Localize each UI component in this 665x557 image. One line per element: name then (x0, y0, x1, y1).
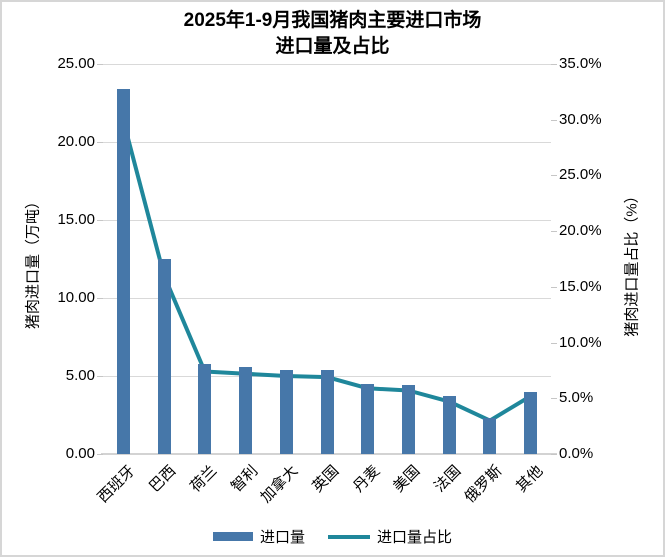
left-axis-tick-mark (97, 142, 103, 143)
right-axis-tick-mark (551, 64, 557, 65)
left-axis-tick-label: 15.00 (57, 211, 95, 228)
right-axis-tick-mark (551, 231, 557, 233)
bar-其他 (524, 391, 538, 454)
right-axis-tick-label: 30.0% (559, 110, 602, 128)
left-axis-tick-label: 25.00 (57, 55, 95, 72)
right-axis-tick-label: 10.0% (559, 333, 602, 351)
x-axis-line (101, 453, 557, 455)
gridline (103, 142, 551, 143)
bar-巴西 (157, 259, 171, 454)
bar-俄罗斯 (483, 418, 497, 454)
left-axis-tick-mark (97, 454, 103, 455)
legend-line-label: 进口量占比 (377, 529, 453, 546)
left-axis-tick-label: 10.00 (57, 289, 95, 306)
legend-bar-label: 进口量 (259, 529, 305, 546)
right-axis-tick-label: 20.0% (559, 222, 602, 240)
bar-法国 (442, 396, 456, 454)
bar-丹麦 (361, 383, 375, 454)
right-axis-tick-label: 15.0% (559, 277, 602, 295)
gridline (103, 298, 551, 299)
left-axis-tick-mark (97, 64, 103, 65)
bar-美国 (401, 385, 415, 454)
right-axis-tick-label: 5.0% (559, 389, 594, 407)
right-axis-tick-label: 0.0% (559, 445, 594, 462)
right-axis-tick-mark (551, 454, 557, 455)
chart-title: 2025年1-9月我国猪肉主要进口市场 进口量及占比 (2, 8, 663, 60)
left-axis-tick-label: 0.00 (65, 445, 95, 462)
gridline (103, 64, 551, 65)
bar-西班牙 (116, 88, 130, 454)
chart-title-line1: 2025年1-9月我国猪肉主要进口市场 (183, 10, 482, 31)
right-axis-tick-mark (551, 175, 557, 177)
right-axis-tick-label: 35.0% (559, 55, 602, 72)
right-axis-tick-mark (551, 398, 557, 400)
left-axis-tick-mark (97, 376, 103, 377)
right-axis-tick-mark (551, 119, 557, 121)
legend: 进口量 进口量占比 (2, 526, 663, 547)
right-axis-tick-mark (551, 286, 557, 288)
plot-area (101, 64, 557, 455)
bar-加拿大 (279, 369, 293, 454)
legend-bar-swatch (212, 532, 253, 541)
right-axis-tick-label: 25.0% (559, 166, 602, 184)
left-axis-tick-mark (97, 298, 103, 299)
left-axis-title: 猪肉进口量（万吨） (24, 194, 42, 330)
bar-智利 (239, 366, 253, 454)
left-axis-tick-label: 5.00 (65, 367, 95, 384)
left-axis-tick-mark (97, 220, 103, 221)
left-axis-tick-label: 20.00 (57, 133, 95, 150)
legend-line-swatch (328, 534, 370, 539)
bar-荷兰 (198, 363, 212, 454)
right-axis-tick-mark (551, 342, 557, 344)
gridline (103, 220, 551, 221)
chart-title-line2: 进口量及占比 (275, 36, 390, 57)
bar-英国 (320, 369, 334, 454)
